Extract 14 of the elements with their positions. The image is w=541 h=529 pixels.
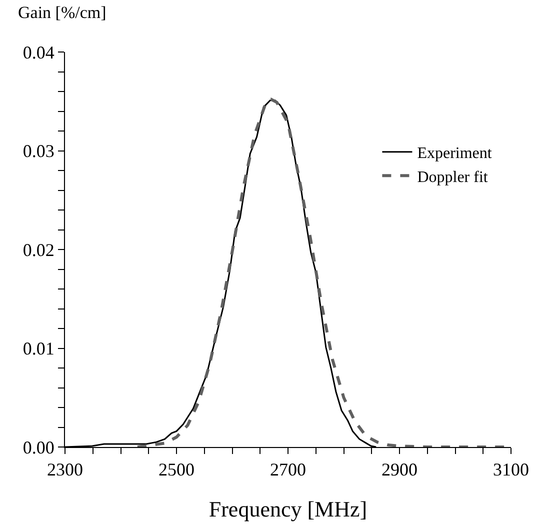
x-tick-label: 2500 bbox=[158, 460, 194, 480]
y-tick-label: 0.03 bbox=[22, 141, 54, 162]
legend-label: Experiment bbox=[417, 145, 492, 162]
y-tick-label: 0.02 bbox=[22, 240, 54, 260]
x-tick-label: 2700 bbox=[270, 460, 306, 480]
y-tick-label: 0.01 bbox=[22, 338, 54, 359]
y-axis-title: Gain [%/cm] bbox=[18, 3, 106, 22]
x-axis-title: Frequency [MHz] bbox=[208, 496, 368, 522]
y-tick-label: 0.00 bbox=[22, 437, 54, 458]
x-tick-label: 3100 bbox=[493, 460, 529, 480]
x-tick-label: 2900 bbox=[382, 460, 418, 480]
legend-label: Doppler fit bbox=[417, 168, 488, 186]
y-tick-label: 0.04 bbox=[22, 42, 54, 62]
x-tick-label: 2300 bbox=[47, 460, 83, 480]
